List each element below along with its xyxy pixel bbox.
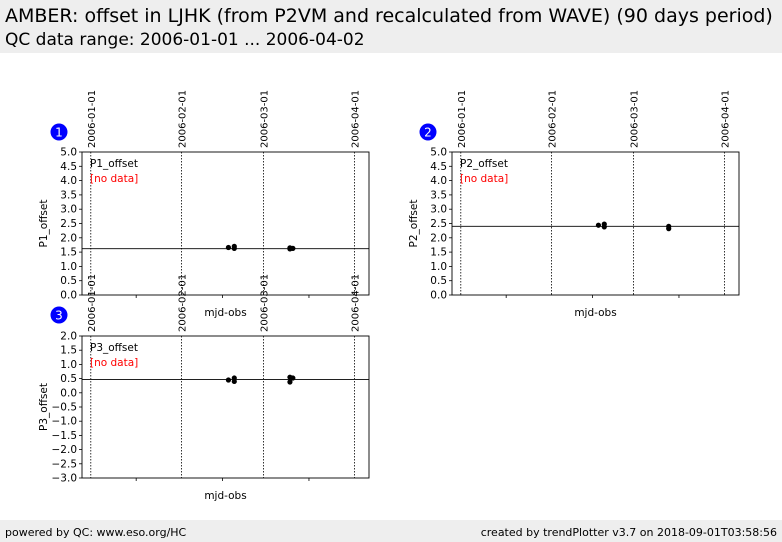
plot-frame — [81, 335, 370, 479]
panel-number-badge — [419, 123, 437, 141]
no-data-label: [no data] — [460, 173, 508, 185]
panel-number-badge — [50, 306, 68, 324]
y-tick-label: 5.0 — [430, 147, 447, 159]
footer-created-by: created by trendPlotter v3.7 on 2018-09-… — [480, 526, 777, 539]
x-axis-label: mjd-obs — [204, 490, 246, 502]
y-tick-label: 0.5 — [60, 275, 77, 287]
chart-panel-3: 2006-01-01 2006-02-01 2006-03-01 2006-04-01… — [38, 274, 370, 502]
y-tick-label: −2.5 — [52, 458, 78, 470]
y-tick-label: 0.0 — [60, 387, 77, 399]
x-axis-label: mjd-obs — [204, 307, 246, 319]
y-tick-label: 4.5 — [430, 161, 447, 173]
y-tick-label: 0.0 — [60, 290, 77, 302]
y-tick-label: 1.5 — [430, 247, 447, 259]
date-tick-label: 2006-04-01 — [720, 90, 731, 148]
y-tick-label: 0.0 — [430, 290, 447, 302]
panel-number-badge — [50, 123, 68, 141]
date-tick-label: 2006-03-01 — [630, 90, 641, 148]
y-tick-label: 1.0 — [60, 359, 77, 371]
y-tick-label: 4.0 — [60, 175, 77, 187]
panel-number-label: 1 — [55, 126, 63, 140]
date-tick-label: 2006-01-01 — [457, 90, 468, 148]
no-data-label: [no data] — [90, 357, 138, 369]
chart-panel-2: 2006-01-01 2006-02-01 2006-03-01 2006-04-01… — [408, 90, 740, 319]
y-tick-label: 2.0 — [60, 331, 77, 343]
y-tick-label: 1.5 — [60, 247, 77, 259]
date-tick-label: 2006-04-01 — [350, 90, 361, 148]
chart-panel-1: 2006-01-01 2006-02-01 2006-03-01 2006-04-01… — [38, 90, 370, 319]
y-tick-label: 3.5 — [60, 189, 77, 201]
no-data-label: [no data] — [90, 173, 138, 185]
y-tick-label: 2.0 — [430, 232, 447, 244]
legend-series-name: P1_offset — [90, 158, 138, 170]
y-tick-label: 5.0 — [60, 147, 77, 159]
panel-number-label: 2 — [424, 126, 432, 140]
panel-number-label: 3 — [55, 309, 63, 323]
plot-frame — [451, 151, 740, 296]
date-tick-label: 2006-03-01 — [260, 90, 271, 148]
legend-series-name: P2_offset — [460, 158, 508, 170]
qc-date-range: QC data range: 2006-01-01 ... 2006-04-02 — [5, 30, 365, 50]
y-tick-label: 4.0 — [430, 175, 447, 187]
y-tick-label: 2.0 — [60, 232, 77, 244]
footer-powered-by: powered by QC: www.eso.org/HC — [5, 526, 187, 539]
data-point — [595, 222, 602, 228]
date-tick-label: 2006-04-01 — [350, 274, 361, 332]
y-tick-label: 0.5 — [430, 275, 447, 287]
y-tick-label: −0.5 — [52, 402, 78, 414]
footer-band: powered by QC: www.eso.org/HC created by… — [0, 520, 782, 542]
data-point — [287, 379, 293, 385]
y-tick-label: −2.0 — [52, 444, 78, 456]
y-tick-label: −3.0 — [52, 473, 78, 485]
y-axis-label: P3_offset — [38, 383, 50, 431]
y-tick-label: 3.0 — [430, 204, 447, 216]
data-point — [666, 226, 672, 232]
date-tick-label: 2006-02-01 — [178, 274, 189, 332]
data-point — [225, 244, 232, 251]
y-tick-label: 3.0 — [60, 204, 77, 216]
y-tick-label: 2.5 — [430, 218, 447, 230]
x-axis-label: mjd-obs — [574, 307, 616, 319]
page-title: AMBER: offset in LJHK (from P2VM and rec… — [5, 5, 773, 27]
data-point — [290, 375, 296, 381]
date-tick-label: 2006-02-01 — [548, 90, 559, 148]
y-tick-label: 1.0 — [430, 261, 447, 273]
y-tick-label: 2.5 — [60, 218, 77, 230]
data-point — [601, 224, 607, 230]
y-tick-label: 3.5 — [430, 189, 447, 201]
data-point — [231, 245, 237, 251]
y-tick-label: 4.5 — [60, 161, 77, 173]
y-tick-label: 0.5 — [60, 373, 77, 385]
date-tick-label: 2006-01-01 — [87, 274, 98, 332]
header-band: AMBER: offset in LJHK (from P2VM and rec… — [0, 0, 782, 53]
y-tick-label: −1.5 — [52, 430, 78, 442]
date-tick-label: 2006-02-01 — [178, 90, 189, 148]
legend-series-name: P3_offset — [90, 342, 138, 354]
plot-frame — [81, 151, 370, 296]
y-tick-label: 1.0 — [60, 261, 77, 273]
data-point — [231, 378, 237, 385]
data-point — [225, 377, 232, 383]
y-axis-label: P2_offset — [408, 200, 420, 248]
date-tick-label: 2006-01-01 — [87, 90, 98, 148]
data-point — [290, 245, 296, 251]
y-tick-label: 1.5 — [60, 345, 77, 357]
y-tick-label: −1.0 — [52, 416, 78, 428]
y-axis-label: P1_offset — [38, 200, 50, 248]
date-tick-label: 2006-03-01 — [260, 274, 271, 332]
